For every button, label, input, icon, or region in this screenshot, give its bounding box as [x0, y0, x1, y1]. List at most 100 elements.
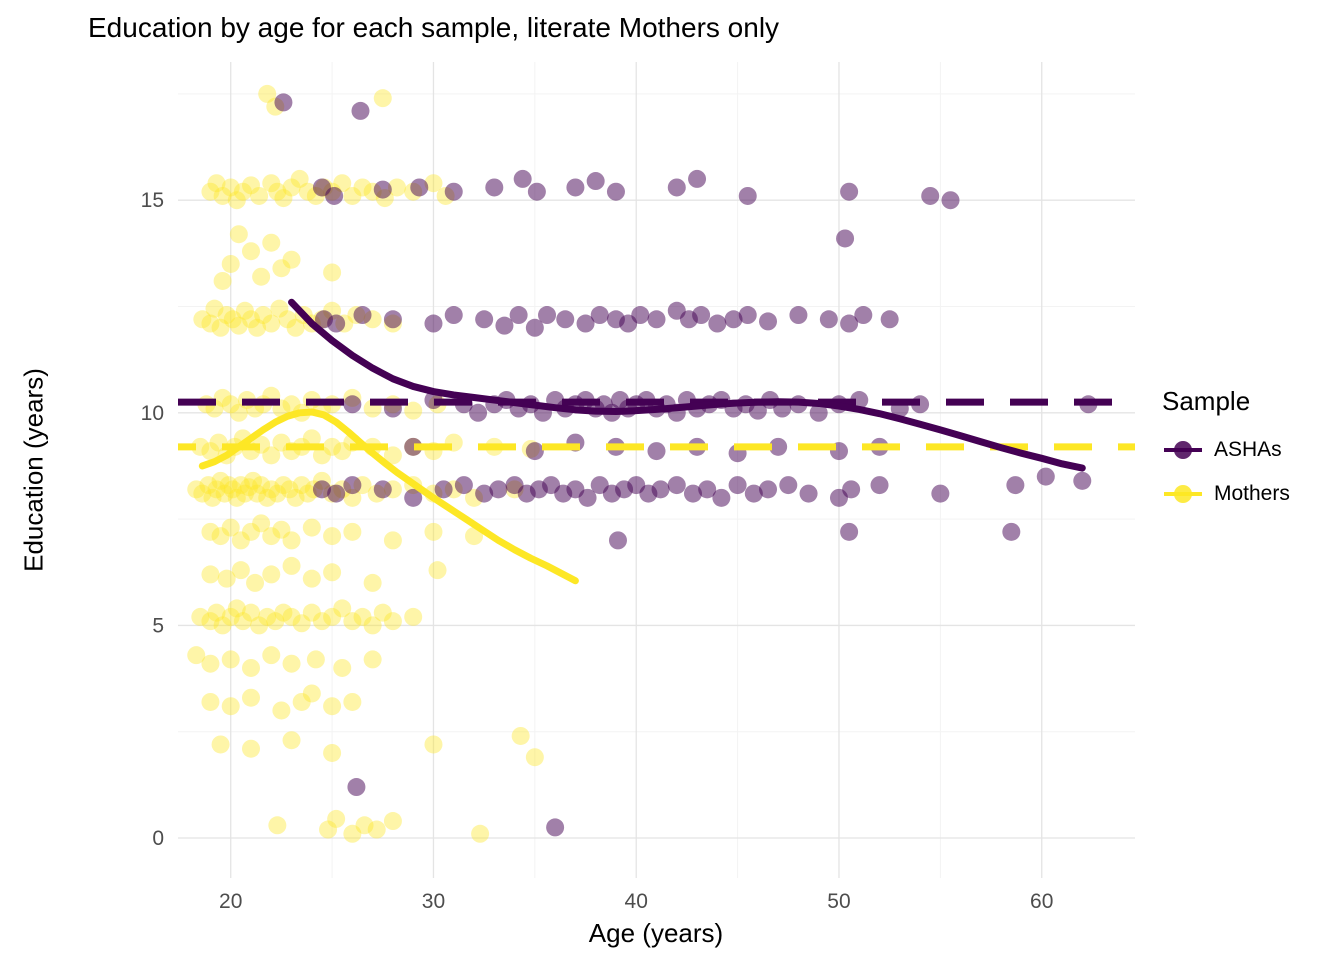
data-point — [511, 726, 530, 745]
data-point — [769, 437, 788, 456]
data-point — [712, 488, 731, 507]
data-point — [217, 569, 236, 588]
data-point — [241, 522, 260, 541]
data-point — [201, 442, 220, 461]
data-point — [213, 388, 232, 407]
data-point — [239, 478, 258, 497]
data-point — [383, 310, 402, 329]
data-point — [485, 178, 504, 197]
data-point — [692, 306, 711, 325]
legend-entry-ashas: ASHAs — [1162, 435, 1290, 465]
scatter-points-mothers — [187, 84, 544, 843]
data-point — [231, 531, 250, 550]
data-point — [258, 607, 277, 626]
data-point — [444, 182, 463, 201]
data-point — [244, 471, 263, 490]
data-point — [278, 310, 297, 329]
data-point — [327, 809, 346, 828]
data-point — [274, 189, 293, 208]
data-point — [211, 527, 230, 546]
data-point — [282, 531, 301, 550]
y-tick-label: 5 — [152, 614, 164, 637]
data-point — [724, 310, 743, 329]
data-point — [252, 267, 271, 286]
data-point — [343, 488, 362, 507]
data-point — [241, 603, 260, 622]
data-point — [258, 488, 277, 507]
data-point — [373, 89, 392, 108]
data-point — [207, 603, 226, 622]
data-point — [274, 476, 293, 495]
data-point — [327, 314, 346, 333]
data-point — [272, 433, 291, 452]
data-point — [870, 476, 889, 495]
data-point — [538, 306, 557, 325]
data-point — [207, 174, 226, 193]
data-point — [298, 484, 317, 503]
smooth-line-ashas — [288, 298, 1086, 472]
data-point — [227, 488, 246, 507]
data-point — [343, 612, 362, 631]
data-point — [248, 318, 267, 337]
data-point — [201, 654, 220, 673]
data-point — [880, 310, 899, 329]
data-point — [819, 310, 838, 329]
data-point — [809, 403, 828, 422]
data-point — [229, 403, 248, 422]
data-point — [262, 446, 281, 465]
data-point — [219, 476, 238, 495]
data-point — [280, 480, 299, 499]
data-point — [728, 476, 747, 495]
y-tick-label: 10 — [141, 402, 164, 425]
data-point — [363, 616, 382, 635]
data-point — [223, 480, 242, 499]
data-point — [292, 614, 311, 633]
data-point — [323, 437, 342, 456]
data-point — [252, 514, 271, 533]
data-point — [738, 186, 757, 205]
data-point — [404, 607, 423, 626]
data-point — [286, 318, 305, 337]
data-point — [229, 316, 248, 335]
data-point — [191, 437, 210, 456]
data-point — [213, 271, 232, 290]
data-point — [270, 299, 289, 318]
data-point — [246, 573, 265, 592]
data-point — [606, 182, 625, 201]
data-point — [221, 254, 240, 273]
data-point — [651, 480, 670, 499]
data-point — [355, 816, 374, 835]
data-point — [546, 818, 565, 837]
data-point — [298, 182, 317, 201]
data-point — [211, 735, 230, 754]
legend-entry-mothers: Mothers — [1162, 479, 1290, 509]
x-axis-label: Age (years) — [588, 918, 724, 948]
data-point — [353, 306, 372, 325]
data-point — [921, 186, 940, 205]
y-tick-label: 15 — [141, 189, 164, 212]
data-point — [187, 646, 206, 665]
data-point — [221, 607, 240, 626]
data-point — [489, 480, 508, 499]
data-point — [373, 180, 392, 199]
data-point — [343, 692, 362, 711]
data-point — [363, 650, 382, 669]
data-point — [840, 314, 859, 333]
data-point — [199, 476, 218, 495]
x-tick-label: 30 — [422, 890, 445, 913]
data-point — [286, 488, 305, 507]
data-point — [683, 484, 702, 503]
legend-key-ashas — [1164, 441, 1202, 459]
data-point — [444, 306, 463, 325]
data-point — [323, 743, 342, 762]
data-point — [272, 259, 291, 278]
data-point — [509, 306, 528, 325]
data-point — [353, 178, 372, 197]
data-point — [248, 484, 267, 503]
data-point — [241, 242, 260, 261]
data-point — [410, 178, 429, 197]
data-point — [333, 599, 352, 618]
data-point — [556, 310, 575, 329]
legend-key-mothers — [1164, 485, 1202, 503]
data-point — [193, 484, 212, 503]
